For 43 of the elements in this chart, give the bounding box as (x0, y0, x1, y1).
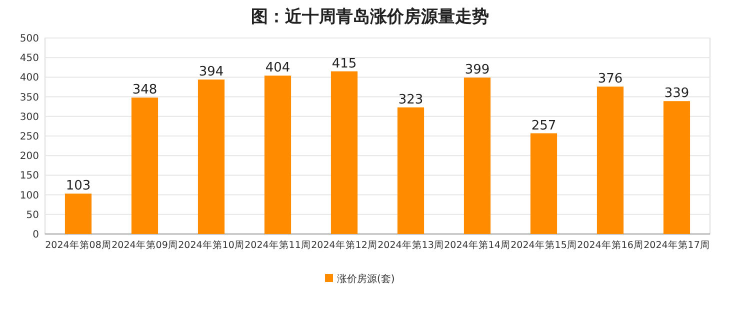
x-tick-label: 2024年第14周 (444, 239, 510, 251)
bar (596, 86, 624, 234)
bar (464, 78, 491, 234)
bar (198, 80, 225, 234)
y-tick-label: 250 (20, 132, 39, 142)
bar (330, 71, 358, 234)
data-label: 348 (132, 82, 158, 98)
y-tick-label: 300 (20, 112, 39, 123)
x-tick-label: 2024年第08周 (45, 239, 112, 251)
y-tick-label: 200 (20, 151, 39, 162)
data-label: 339 (664, 86, 690, 102)
data-label: 415 (332, 56, 357, 72)
x-tick-label: 2024年第10周 (178, 239, 244, 251)
y-tick-label: 0 (32, 230, 39, 240)
data-label: 103 (66, 178, 91, 194)
x-tick-label: 2024年第11周 (244, 239, 311, 251)
data-label: 404 (265, 60, 290, 76)
bar (530, 133, 558, 234)
x-tick-label: 2024年第12周 (311, 239, 378, 251)
bar (131, 98, 158, 234)
x-tick-label: 2024年第16周 (577, 239, 644, 251)
x-tick-label: 2024年第13周 (378, 239, 444, 251)
y-tick-label: 50 (26, 210, 39, 221)
x-tick-label: 2024年第17周 (644, 239, 710, 251)
data-label: 323 (398, 92, 424, 108)
y-tick-label: 150 (20, 170, 39, 182)
y-tick-label: 350 (20, 92, 39, 104)
x-tick-label: 2024年第15周 (510, 239, 577, 251)
data-label: 394 (198, 64, 224, 80)
y-tick-label: 100 (20, 190, 39, 202)
data-label: 376 (598, 72, 623, 87)
y-tick-label: 500 (20, 34, 39, 44)
y-tick-label: 450 (20, 53, 39, 64)
y-tick-label: 400 (20, 72, 39, 84)
chart-title: 图：近十周青岛涨价房源量走势 (251, 7, 489, 27)
bar (397, 107, 424, 234)
data-label: 399 (464, 62, 490, 78)
bar (64, 194, 92, 234)
bar (663, 101, 690, 234)
x-tick-label: 2024年第09周 (112, 239, 178, 251)
data-label: 257 (531, 118, 556, 134)
bar (264, 76, 292, 234)
legend-label: 涨价房源(套) (337, 273, 395, 285)
